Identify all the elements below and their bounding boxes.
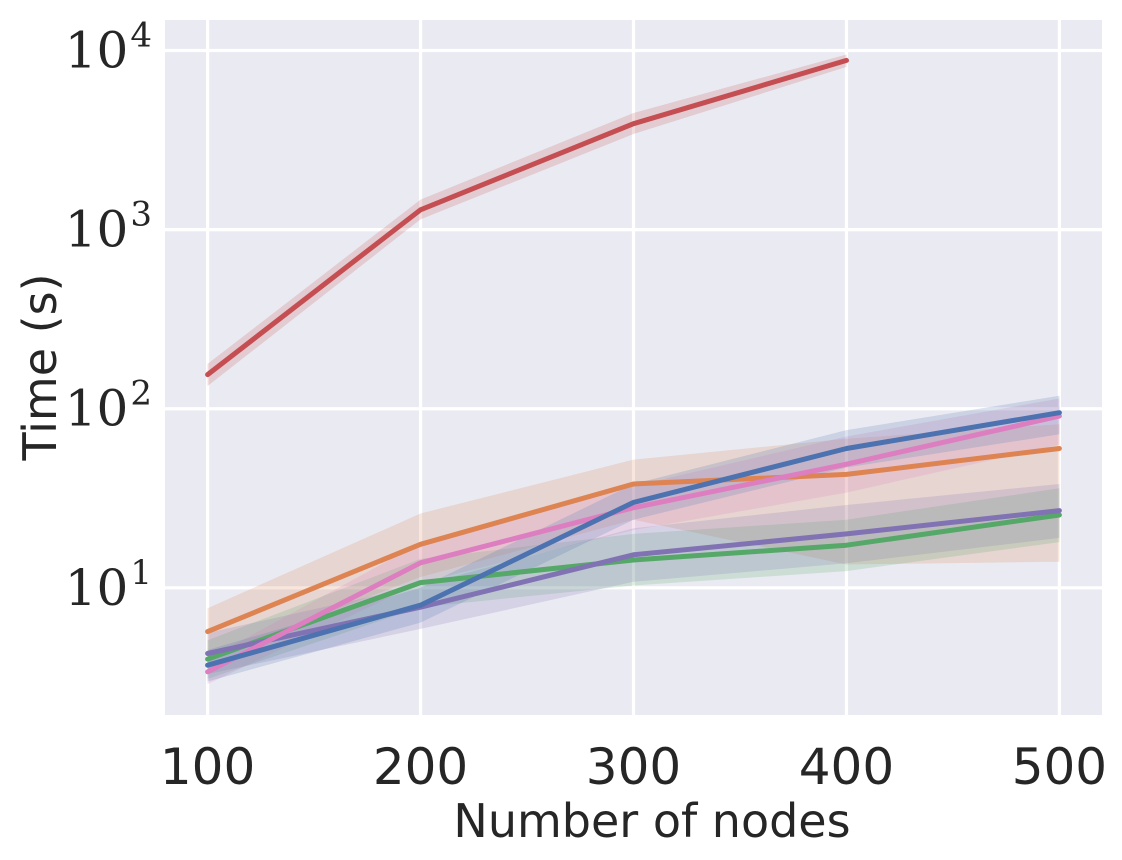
y-tick-label-10e1: 101	[65, 553, 152, 617]
line-green	[205, 512, 1062, 662]
y-tick-label-10e3: 103	[65, 195, 152, 259]
y-axis-label: Time (s)	[13, 273, 67, 461]
line-orange	[205, 446, 1062, 635]
x-axis-label: Number of nodes	[453, 794, 851, 848]
x-tick-label-300: 300	[586, 738, 681, 796]
line-pink	[205, 413, 1062, 675]
x-tick-label-200: 200	[373, 738, 468, 796]
y-tick-label-10e2: 102	[65, 374, 152, 438]
x-tick-label-400: 400	[799, 738, 894, 796]
line-red	[205, 57, 849, 378]
band-orange	[207, 424, 1060, 660]
band-pink	[207, 398, 1060, 685]
band-blue	[207, 395, 1060, 682]
line-blue	[205, 410, 1062, 668]
x-tick-label-500: 500	[1012, 738, 1107, 796]
y-tick-label-10e4: 104	[65, 15, 152, 79]
x-tick-label-100: 100	[160, 738, 255, 796]
